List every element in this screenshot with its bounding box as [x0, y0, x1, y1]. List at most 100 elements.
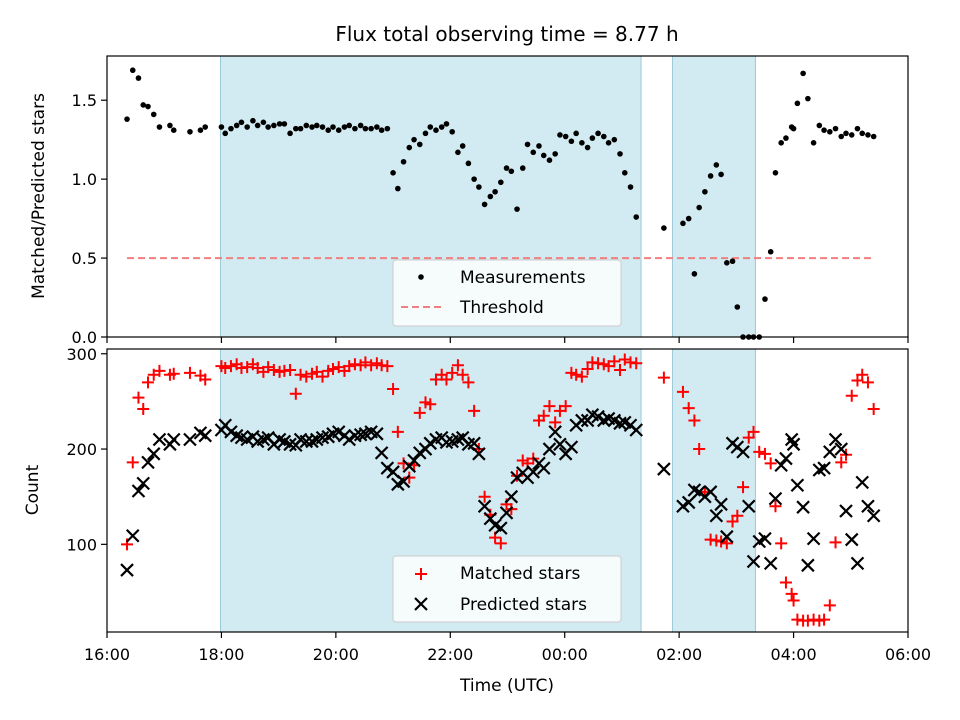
matched-star-point	[316, 370, 329, 383]
predicted-star-point	[801, 558, 815, 573]
matched-star-point	[731, 509, 744, 522]
matched-star-point	[682, 402, 695, 415]
matched-star-point	[785, 587, 798, 600]
matched-star-point	[764, 457, 777, 470]
matched-star-point	[451, 359, 464, 372]
matched-star-point	[720, 537, 733, 550]
predicted-star-point	[141, 455, 155, 470]
predicted-star-point	[407, 453, 421, 468]
measurement-point	[309, 124, 315, 130]
matched-star-point	[440, 373, 453, 386]
predicted-star-point	[709, 508, 724, 523]
measurement-point	[411, 136, 417, 143]
measurement-point	[848, 132, 855, 138]
measurement-point	[859, 130, 866, 137]
matched-star-point	[241, 361, 254, 374]
measurement-point	[685, 215, 692, 222]
matched-star-point	[424, 398, 437, 411]
measurement-point	[390, 170, 396, 176]
measurement-point	[254, 122, 261, 129]
predicted-star-point	[768, 491, 783, 506]
predicted-star-point	[499, 506, 514, 520]
legend-threshold-label: Threshold	[459, 298, 544, 318]
predicted-star-point	[477, 499, 492, 513]
measurement-point	[540, 152, 547, 159]
predicted-star-point	[494, 521, 508, 535]
matched-stars-points	[121, 353, 880, 627]
measurement-point	[772, 170, 779, 176]
measurement-point	[691, 271, 698, 277]
measurement-point	[135, 75, 142, 81]
x-tick-label: 02:00	[656, 645, 702, 664]
measurement-point	[621, 170, 628, 176]
matched-star-point	[688, 414, 701, 427]
measurement-point	[422, 130, 429, 137]
matched-star-point	[289, 387, 302, 400]
measurement-point	[729, 258, 736, 265]
measurement-point	[767, 248, 774, 255]
predicted-star-point	[806, 531, 821, 546]
measurement-point	[140, 102, 147, 108]
predicted-star-point	[774, 458, 788, 473]
predicted-star-point	[374, 446, 389, 460]
measurement-point	[129, 67, 136, 74]
measurement-point	[794, 100, 801, 107]
predicted-star-point	[736, 445, 750, 459]
legend-measurements-marker	[418, 274, 424, 280]
legend-predicted-label: Predicted stars	[460, 595, 587, 615]
predicted-star-point	[786, 437, 801, 452]
measurement-point	[821, 127, 827, 133]
bottom-plot-frame	[106, 348, 909, 633]
predicted-star-point	[120, 563, 134, 577]
predicted-star-point	[839, 504, 853, 518]
predicted-stars-points	[120, 407, 881, 577]
top-panel: 0.0 0.5 1.0 1.5 Matched/Predicted stars Mea…	[29, 55, 909, 347]
measurement-point	[827, 128, 833, 135]
measurement-point	[633, 214, 640, 220]
measurement-point	[313, 122, 320, 129]
measurement-point	[416, 141, 423, 148]
predicted-star-point	[714, 497, 728, 512]
matched-star-point	[823, 599, 836, 612]
measurement-point	[627, 184, 634, 190]
measurement-point	[476, 184, 482, 190]
measurement-point	[202, 124, 209, 130]
predicted-star-point	[131, 484, 146, 498]
measurement-point	[605, 140, 612, 146]
y-tick-label: 100	[66, 535, 97, 554]
predicted-star-point	[198, 428, 212, 443]
measurement-point	[617, 151, 623, 157]
measurement-point	[384, 125, 391, 132]
y-tick-label: 200	[66, 440, 97, 459]
measurement-point	[519, 165, 526, 171]
x-tick-label: 18:00	[198, 645, 244, 664]
predicted-star-point	[763, 556, 778, 571]
bottom-legend-box	[392, 555, 622, 623]
predicted-star-point	[850, 556, 865, 571]
matched-star-point	[787, 594, 800, 607]
measurement-point	[150, 111, 157, 118]
y-tick-label: 0.5	[72, 249, 97, 268]
matched-star-point	[693, 443, 706, 456]
measurement-point	[465, 160, 472, 167]
measurement-point	[368, 125, 374, 132]
matched-star-point	[608, 355, 621, 368]
measurement-point	[170, 127, 177, 133]
matched-star-point	[343, 360, 356, 373]
predicted-star-point	[758, 531, 772, 546]
measurement-point	[341, 124, 348, 130]
x-tick-label: 20:00	[313, 645, 359, 664]
measurement-point	[281, 121, 288, 127]
measurement-point	[330, 124, 336, 130]
measurement-point	[568, 138, 575, 145]
x-tick-label: 00:00	[542, 645, 588, 664]
measurement-point	[325, 127, 332, 133]
matched-star-point	[543, 400, 556, 413]
measurement-points	[124, 67, 877, 340]
measurement-point	[546, 157, 553, 163]
measurement-point	[870, 133, 877, 140]
predicted-star-point	[396, 474, 411, 489]
measurement-point	[595, 130, 601, 137]
measurement-point	[449, 128, 455, 135]
matched-star-point	[387, 383, 400, 396]
